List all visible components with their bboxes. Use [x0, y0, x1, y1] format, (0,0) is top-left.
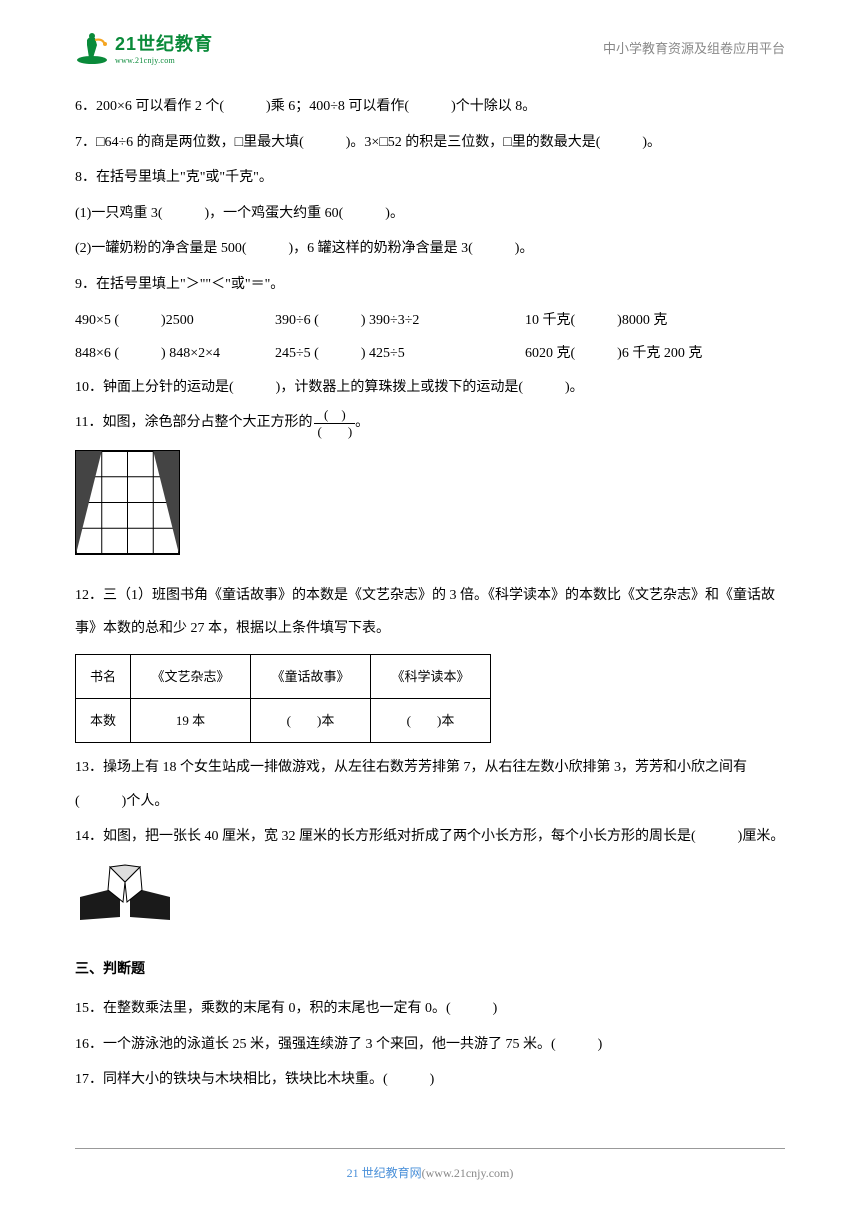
question-8: 8．在括号里填上"克"或"千克"。	[75, 161, 785, 195]
expr-9-r2-c2: 245÷5 ( ) 425÷5	[275, 337, 525, 371]
fraction-icon: ( )( )	[314, 407, 355, 439]
table-cell: 本数	[76, 698, 131, 742]
logo-brand: 21世纪教育	[115, 30, 213, 56]
question-8-1: (1)一只鸡重 3( )，一个鸡蛋大约重 60( )。	[75, 197, 785, 231]
question-12: 12．三（1）班图书角《童话故事》的本数是《文艺杂志》的 3 倍。《科学读本》的…	[75, 579, 785, 646]
footer-divider	[75, 1148, 785, 1149]
question-11: 11．如图，涂色部分占整个大正方形的( )( )。	[75, 406, 785, 440]
section-3-title: 三、判断题	[75, 953, 785, 987]
footer-url: (www.21cnjy.com)	[422, 1166, 514, 1180]
expr-9-r1-c3: 10 千克( )8000 克	[525, 304, 785, 338]
table-cell: 19 本	[131, 698, 251, 742]
grid-square-figure	[75, 450, 180, 569]
logo: 21世纪教育 www.21cnjy.com	[75, 30, 213, 65]
table-cell: 《科学读本》	[371, 654, 491, 698]
expr-9-r1-c1: 490×5 ( )2500	[75, 304, 275, 338]
question-8-2: (2)一罐奶粉的净含量是 500( )，6 罐这样的奶粉净含量是 3( )。	[75, 232, 785, 266]
question-9: 9．在括号里填上"＞""＜"或"＝"。	[75, 268, 785, 302]
expr-9-r2-c3: 6020 克( )6 千克 200 克	[525, 337, 785, 371]
header-subtitle: 中小学教育资源及组卷应用平台	[603, 38, 785, 57]
document-content: 6．200×6 可以看作 2 个( )乘 6；400÷8 可以看作( )个十除以…	[0, 75, 860, 1097]
q11-pre: 11．如图，涂色部分占整个大正方形的	[75, 415, 312, 430]
table-cell: ( )本	[251, 698, 371, 742]
table-cell: ( )本	[371, 698, 491, 742]
question-16: 16．一个游泳池的泳道长 25 米，强强连续游了 3 个来回，他一共游了 75 …	[75, 1028, 785, 1062]
frac-bot: ( )	[314, 424, 355, 440]
question-10: 10．钟面上分针的运动是( )，计数器上的算珠拨上或拨下的运动是( )。	[75, 371, 785, 405]
table-row: 书名 《文艺杂志》 《童话故事》 《科学读本》	[76, 654, 491, 698]
table-cell: 《童话故事》	[251, 654, 371, 698]
question-15: 15．在整数乘法里，乘数的末尾有 0，积的末尾也一定有 0。( )	[75, 992, 785, 1026]
logo-url: www.21cnjy.com	[115, 56, 213, 65]
frac-top: ( )	[314, 407, 355, 424]
question-6: 6．200×6 可以看作 2 个( )乘 6；400÷8 可以看作( )个十除以…	[75, 90, 785, 124]
logo-icon	[75, 30, 110, 65]
fold-paper-figure	[75, 862, 175, 936]
q11-post: 。	[355, 415, 369, 430]
footer-brand: 21 世纪教育网	[347, 1166, 422, 1180]
table-cell: 《文艺杂志》	[131, 654, 251, 698]
question-13: 13．操场上有 18 个女生站成一排做游戏，从左往右数芳芳排第 7，从右往左数小…	[75, 751, 785, 818]
expr-row-2: 848×6 ( ) 848×2×4 245÷5 ( ) 425÷5 6020 克…	[75, 337, 785, 371]
table-row: 本数 19 本 ( )本 ( )本	[76, 698, 491, 742]
expr-row-1: 490×5 ( )2500 390÷6 ( ) 390÷3÷2 10 千克( )…	[75, 304, 785, 338]
table-cell: 书名	[76, 654, 131, 698]
question-7: 7．□64÷6 的商是两位数，□里最大填( )。3×□52 的积是三位数，□里的…	[75, 126, 785, 160]
question-17: 17．同样大小的铁块与木块相比，铁块比木块重。( )	[75, 1063, 785, 1097]
question-14: 14．如图，把一张长 40 厘米，宽 32 厘米的长方形纸对折成了两个小长方形，…	[75, 820, 785, 854]
logo-text: 21世纪教育 www.21cnjy.com	[115, 30, 213, 65]
book-table: 书名 《文艺杂志》 《童话故事》 《科学读本》 本数 19 本 ( )本 ( )…	[75, 654, 491, 743]
footer-link: 21 世纪教育网(www.21cnjy.com)	[347, 1166, 514, 1180]
expr-9-r2-c1: 848×6 ( ) 848×2×4	[75, 337, 275, 371]
page-footer: 21 世纪教育网(www.21cnjy.com)	[0, 1148, 860, 1181]
page-header: 21世纪教育 www.21cnjy.com 中小学教育资源及组卷应用平台	[0, 0, 860, 75]
expr-9-r1-c2: 390÷6 ( ) 390÷3÷2	[275, 304, 525, 338]
